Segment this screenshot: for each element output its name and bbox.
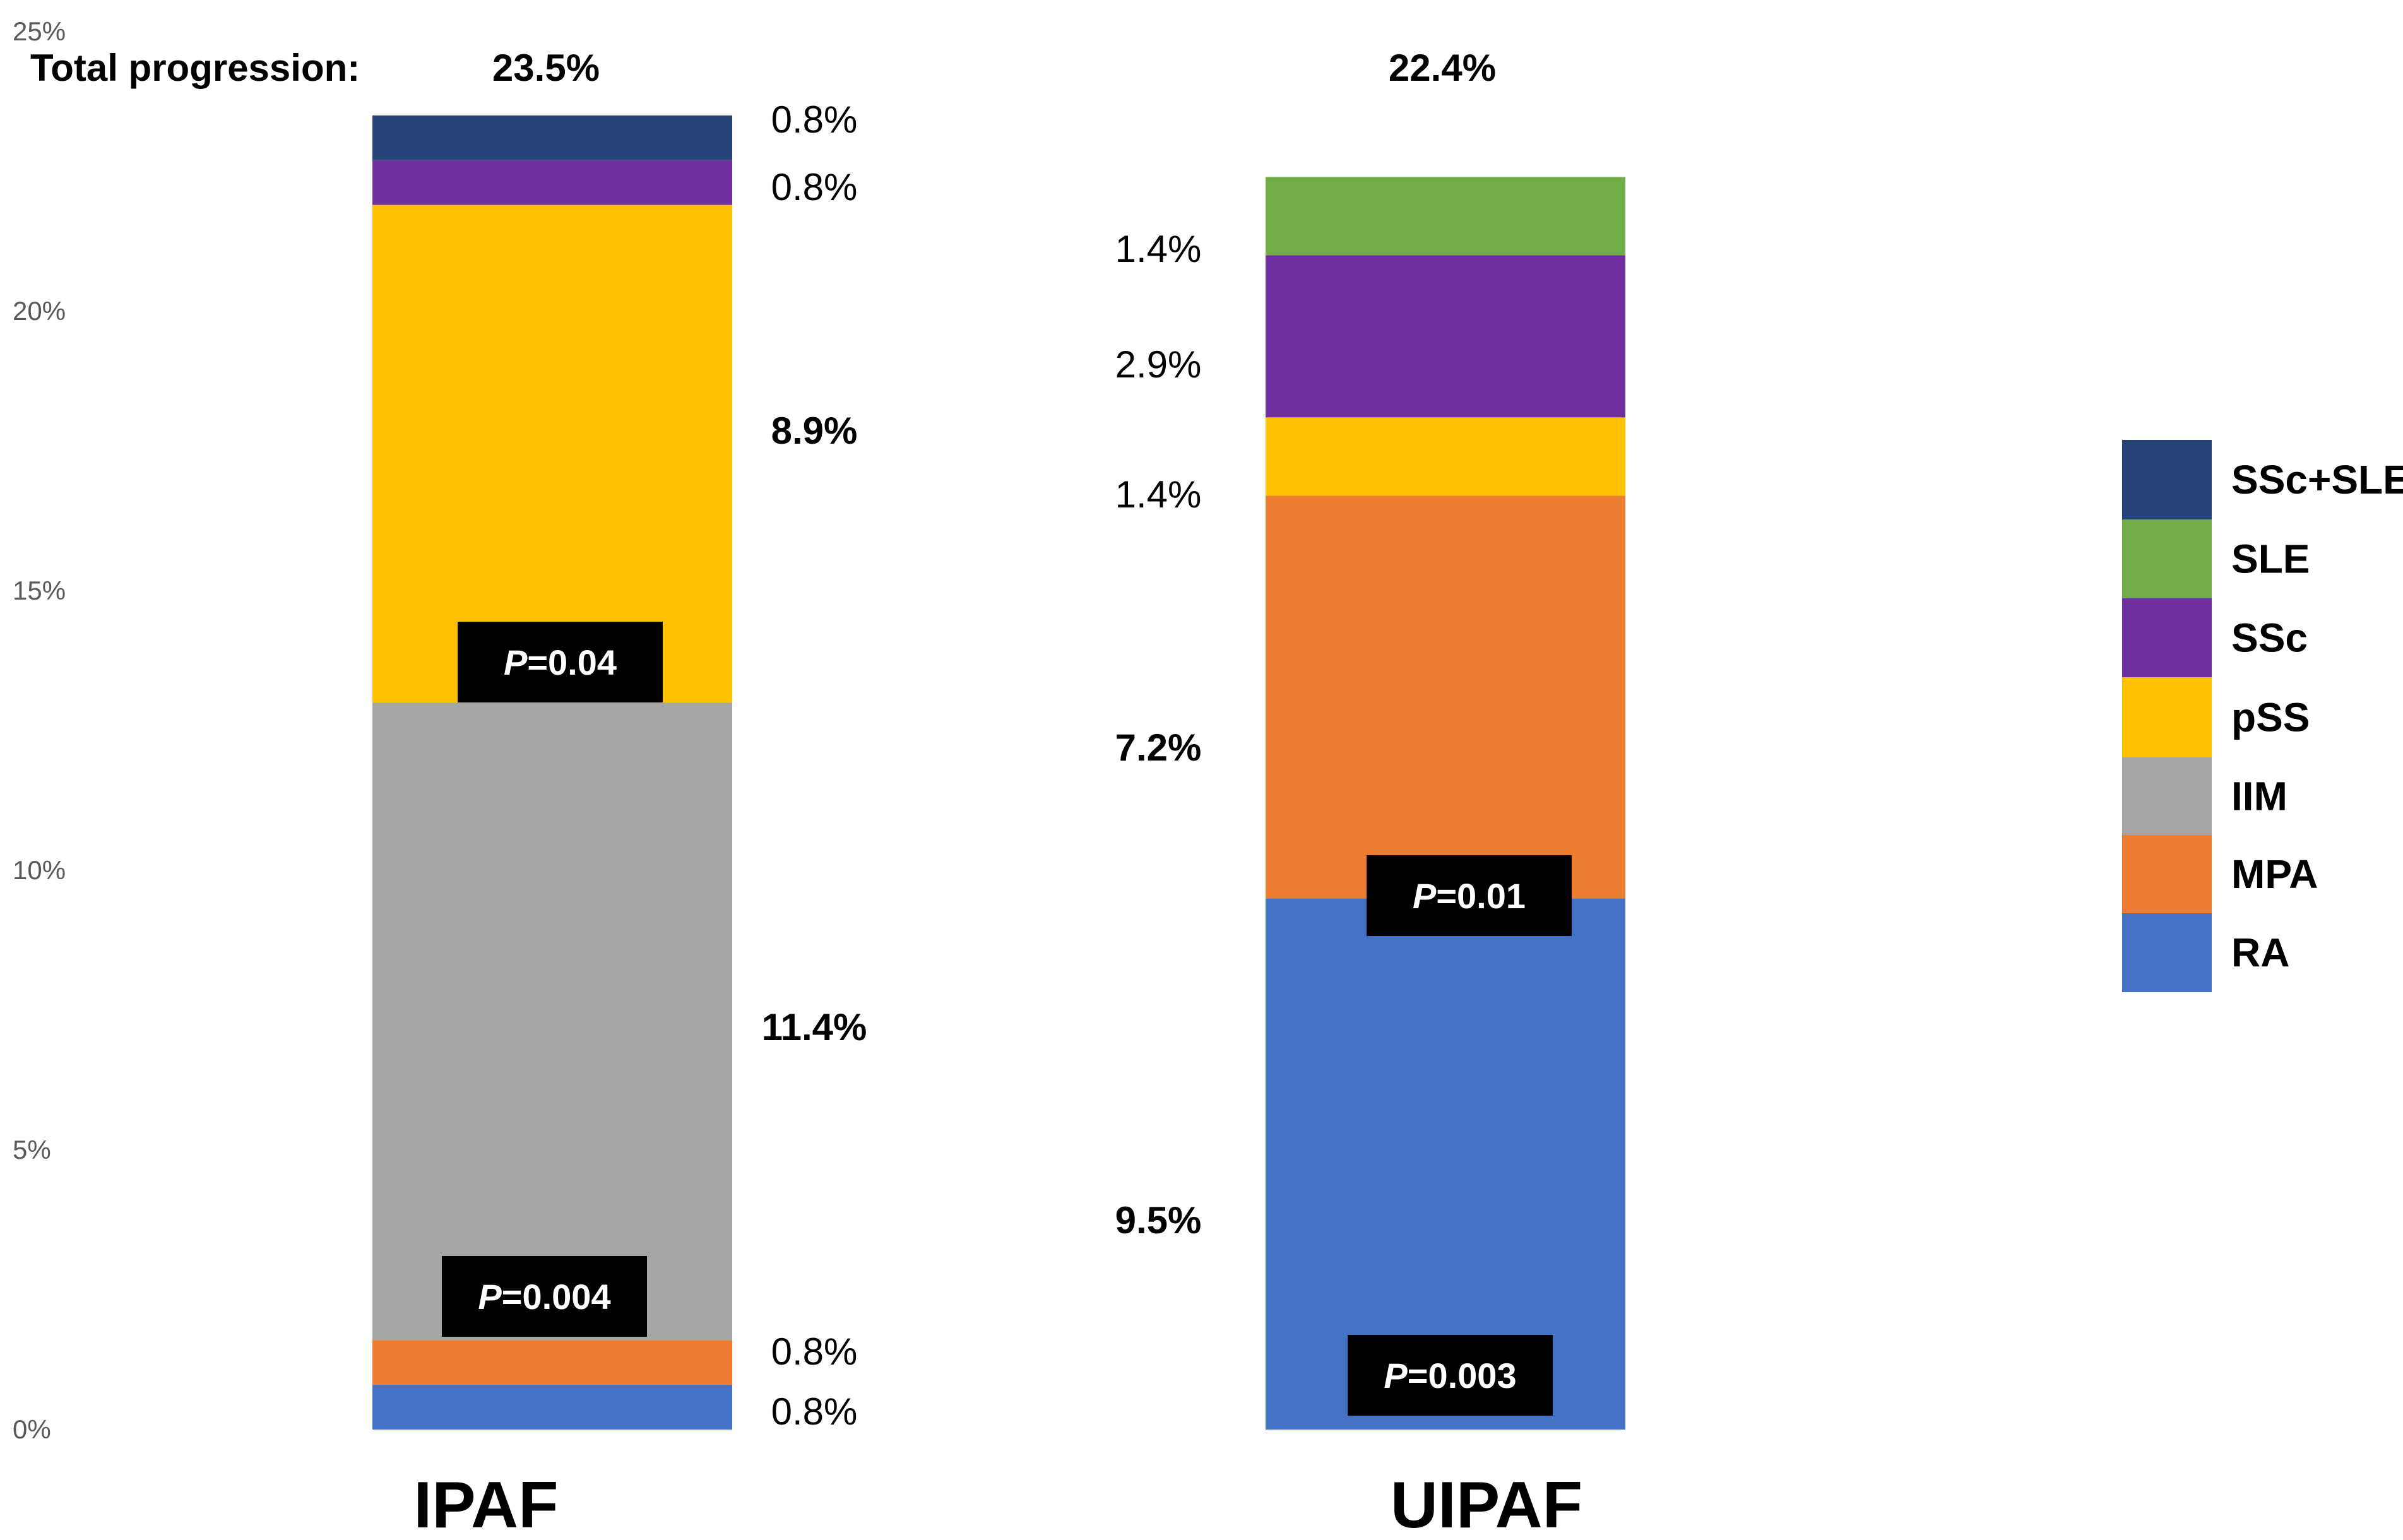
legend-label: pSS	[2231, 695, 2310, 740]
segment-value-label: 0.8%	[771, 1330, 858, 1373]
bar-segment-ipaf-mpa	[372, 1340, 732, 1385]
legend-label: SSc+SLE	[2231, 457, 2403, 502]
legend-swatch-iim	[2122, 757, 2212, 835]
y-tick-label: 5%	[13, 1135, 51, 1164]
legend-swatch-ssc-sle	[2122, 440, 2212, 519]
legend-swatch-ssc	[2122, 598, 2212, 677]
y-tick-label: 0%	[13, 1414, 51, 1444]
p-value-box	[1367, 855, 1572, 936]
segment-value-label: 11.4%	[762, 1006, 867, 1048]
segment-value-label: 1.4%	[1115, 228, 1202, 270]
y-tick-label: 20%	[13, 296, 66, 326]
bar-segment-ipaf-iim	[372, 702, 732, 1341]
bar-segment-ipaf-pss	[372, 204, 732, 703]
p-value-label: P=0.01	[1413, 876, 1526, 916]
bar-segment-uipaf-ssc	[1266, 255, 1625, 418]
segment-value-label: 0.8%	[771, 1390, 858, 1433]
category-label: IPAF	[413, 1469, 558, 1540]
legend-swatch-sle	[2122, 519, 2212, 598]
p-value-label: P=0.04	[504, 643, 617, 682]
p-value-box	[1348, 1335, 1553, 1416]
segment-value-label: 1.4%	[1115, 473, 1202, 516]
bar-segment-ipaf-ra	[372, 1385, 732, 1430]
segment-value-label: 9.5%	[1115, 1199, 1202, 1241]
legend-swatch-ra	[2122, 913, 2212, 992]
p-value-label: P=0.004	[478, 1277, 610, 1317]
total-progression-label: Total progression:	[30, 47, 360, 89]
segment-value-label: 0.8%	[771, 98, 858, 141]
bar-segment-uipaf-pss	[1266, 417, 1625, 496]
legend-label: SLE	[2231, 536, 2310, 582]
legend-swatch-mpa	[2122, 835, 2212, 913]
total-value-label: 22.4%	[1389, 47, 1496, 89]
y-tick-label: 25%	[13, 16, 66, 46]
bar-segment-uipaf-mpa	[1266, 495, 1625, 899]
bar-segment-ipaf-ssc	[372, 160, 732, 205]
legend-label: RA	[2231, 930, 2289, 976]
legend-label: SSc	[2231, 615, 2308, 661]
segment-value-label: 2.9%	[1115, 343, 1202, 386]
legend-label: MPA	[2231, 851, 2318, 897]
total-value-label: 23.5%	[492, 47, 600, 89]
y-tick-label: 10%	[13, 855, 66, 885]
p-value-label: P=0.003	[1384, 1356, 1516, 1395]
segment-value-label: 8.9%	[771, 410, 858, 452]
legend-swatch-pss	[2122, 677, 2212, 757]
bar-segment-ipaf-ssc-sle	[372, 115, 732, 160]
segment-value-label: 0.8%	[771, 166, 858, 208]
bar-segment-uipaf-sle	[1266, 177, 1625, 256]
segment-value-label: 7.2%	[1115, 726, 1202, 769]
p-value-box	[458, 622, 663, 702]
y-tick-label: 15%	[13, 576, 66, 605]
p-value-box	[442, 1256, 647, 1337]
category-label: UIPAF	[1391, 1469, 1582, 1540]
legend-label: IIM	[2231, 774, 2287, 819]
